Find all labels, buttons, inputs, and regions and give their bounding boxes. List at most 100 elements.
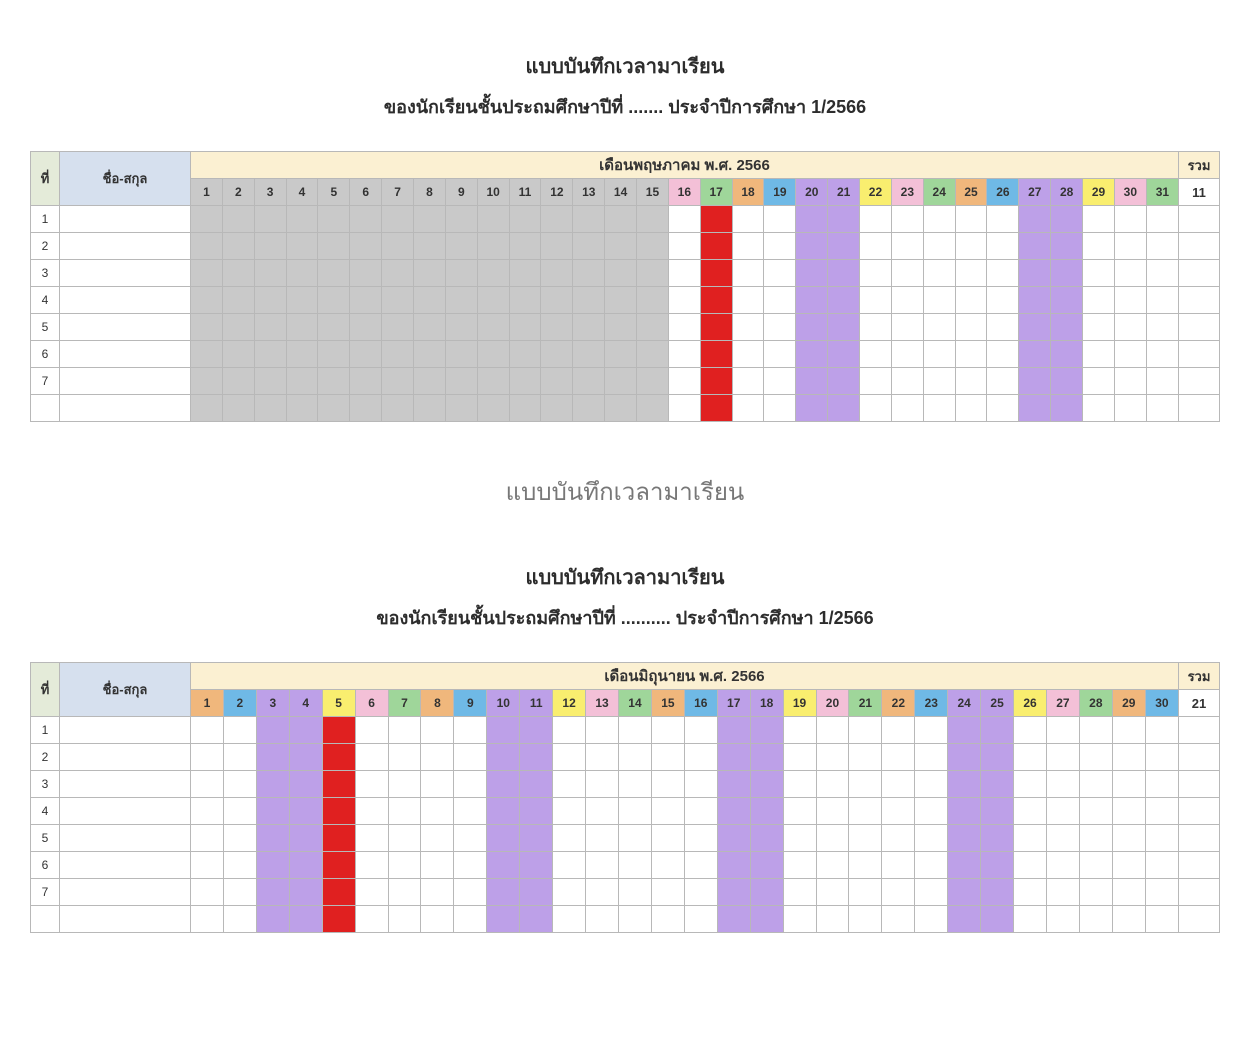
student-name-cell: [60, 852, 191, 879]
attendance-cell: [573, 314, 605, 341]
attendance-cell: [191, 798, 224, 825]
attendance-cell: [684, 879, 717, 906]
attendance-cell: [445, 206, 477, 233]
attendance-cell: [289, 717, 322, 744]
col-header-month: เดือนมิถุนายน พ.ศ. 2566: [191, 663, 1179, 690]
attendance-cell: [816, 852, 849, 879]
attendance-cell: [553, 879, 586, 906]
attendance-cell: [700, 206, 732, 233]
attendance-cell: [764, 395, 796, 422]
attendance-cell: [891, 260, 923, 287]
day-header: 22: [860, 179, 892, 206]
attendance-cell: [286, 341, 318, 368]
attendance-cell: [222, 206, 254, 233]
attendance-cell: [191, 233, 223, 260]
attendance-cell: [1079, 798, 1112, 825]
row-number: 7: [31, 368, 60, 395]
attendance-cell: [1046, 744, 1079, 771]
attendance-cell: [783, 798, 816, 825]
attendance-cell: [1145, 717, 1178, 744]
attendance-cell: [541, 314, 573, 341]
attendance-cell: [256, 717, 289, 744]
attendance-cell: [541, 368, 573, 395]
attendance-cell: [223, 906, 256, 933]
student-name-cell: [60, 771, 191, 798]
attendance-cell: [987, 287, 1019, 314]
day-header: 23: [915, 690, 948, 717]
attendance-cell: [1112, 825, 1145, 852]
attendance-cell: [783, 906, 816, 933]
attendance-section-1: แบบบันทึกเวลามาเรียน ของนักเรียนชั้นประถ…: [30, 50, 1220, 422]
day-header: 12: [553, 690, 586, 717]
table-row: 6: [31, 852, 1220, 879]
attendance-cell: [717, 798, 750, 825]
attendance-cell: [477, 395, 509, 422]
attendance-cell: [684, 825, 717, 852]
day-header: 5: [318, 179, 350, 206]
day-header: 15: [637, 179, 669, 206]
attendance-cell: [477, 287, 509, 314]
attendance-cell: [222, 260, 254, 287]
attendance-cell: [828, 287, 860, 314]
attendance-cell: [289, 879, 322, 906]
attendance-cell: [1019, 341, 1051, 368]
attendance-cell: [1051, 395, 1083, 422]
attendance-cell: [445, 314, 477, 341]
day-header: 21: [849, 690, 882, 717]
attendance-cell: [849, 717, 882, 744]
day-header: 22: [882, 690, 915, 717]
attendance-cell: [955, 287, 987, 314]
attendance-cell: [541, 287, 573, 314]
attendance-cell: [849, 798, 882, 825]
day-header: 2: [222, 179, 254, 206]
day-header: 3: [256, 690, 289, 717]
attendance-cell: [816, 798, 849, 825]
attendance-cell: [717, 906, 750, 933]
attendance-cell: [520, 852, 553, 879]
attendance-cell: [1146, 368, 1178, 395]
attendance-cell: [1146, 287, 1178, 314]
attendance-cell: [684, 798, 717, 825]
attendance-cell: [882, 798, 915, 825]
attendance-cell: [487, 879, 520, 906]
attendance-cell: [1114, 314, 1146, 341]
attendance-cell: [618, 771, 651, 798]
attendance-cell: [355, 744, 388, 771]
attendance-cell: [350, 341, 382, 368]
attendance-cell: [1019, 287, 1051, 314]
attendance-cell: [289, 825, 322, 852]
attendance-cell: [1046, 771, 1079, 798]
attendance-cell: [1146, 206, 1178, 233]
attendance-cell: [1046, 852, 1079, 879]
attendance-cell: [1051, 314, 1083, 341]
attendance-cell: [732, 368, 764, 395]
student-name-cell: [60, 798, 191, 825]
attendance-cell: [1083, 368, 1115, 395]
day-header: 8: [421, 690, 454, 717]
row-number: 5: [31, 825, 60, 852]
attendance-cell: [1014, 879, 1047, 906]
day-header: 2: [223, 690, 256, 717]
day-header: 17: [700, 179, 732, 206]
attendance-cell: [1046, 798, 1079, 825]
attendance-cell: [700, 233, 732, 260]
attendance-cell: [764, 260, 796, 287]
day-header: 5: [322, 690, 355, 717]
day-header: 25: [981, 690, 1014, 717]
attendance-cell: [981, 798, 1014, 825]
attendance-cell: [700, 341, 732, 368]
attendance-cell: [445, 368, 477, 395]
attendance-cell: [355, 906, 388, 933]
attendance-cell: [318, 341, 350, 368]
attendance-cell: [509, 395, 541, 422]
attendance-cell: [586, 798, 619, 825]
attendance-cell: [382, 314, 414, 341]
attendance-cell: [1014, 717, 1047, 744]
attendance-cell: [923, 368, 955, 395]
attendance-cell: [222, 395, 254, 422]
row-number: 3: [31, 260, 60, 287]
attendance-cell: [891, 341, 923, 368]
day-header: 23: [891, 179, 923, 206]
attendance-cell: [783, 744, 816, 771]
attendance-cell: [382, 233, 414, 260]
